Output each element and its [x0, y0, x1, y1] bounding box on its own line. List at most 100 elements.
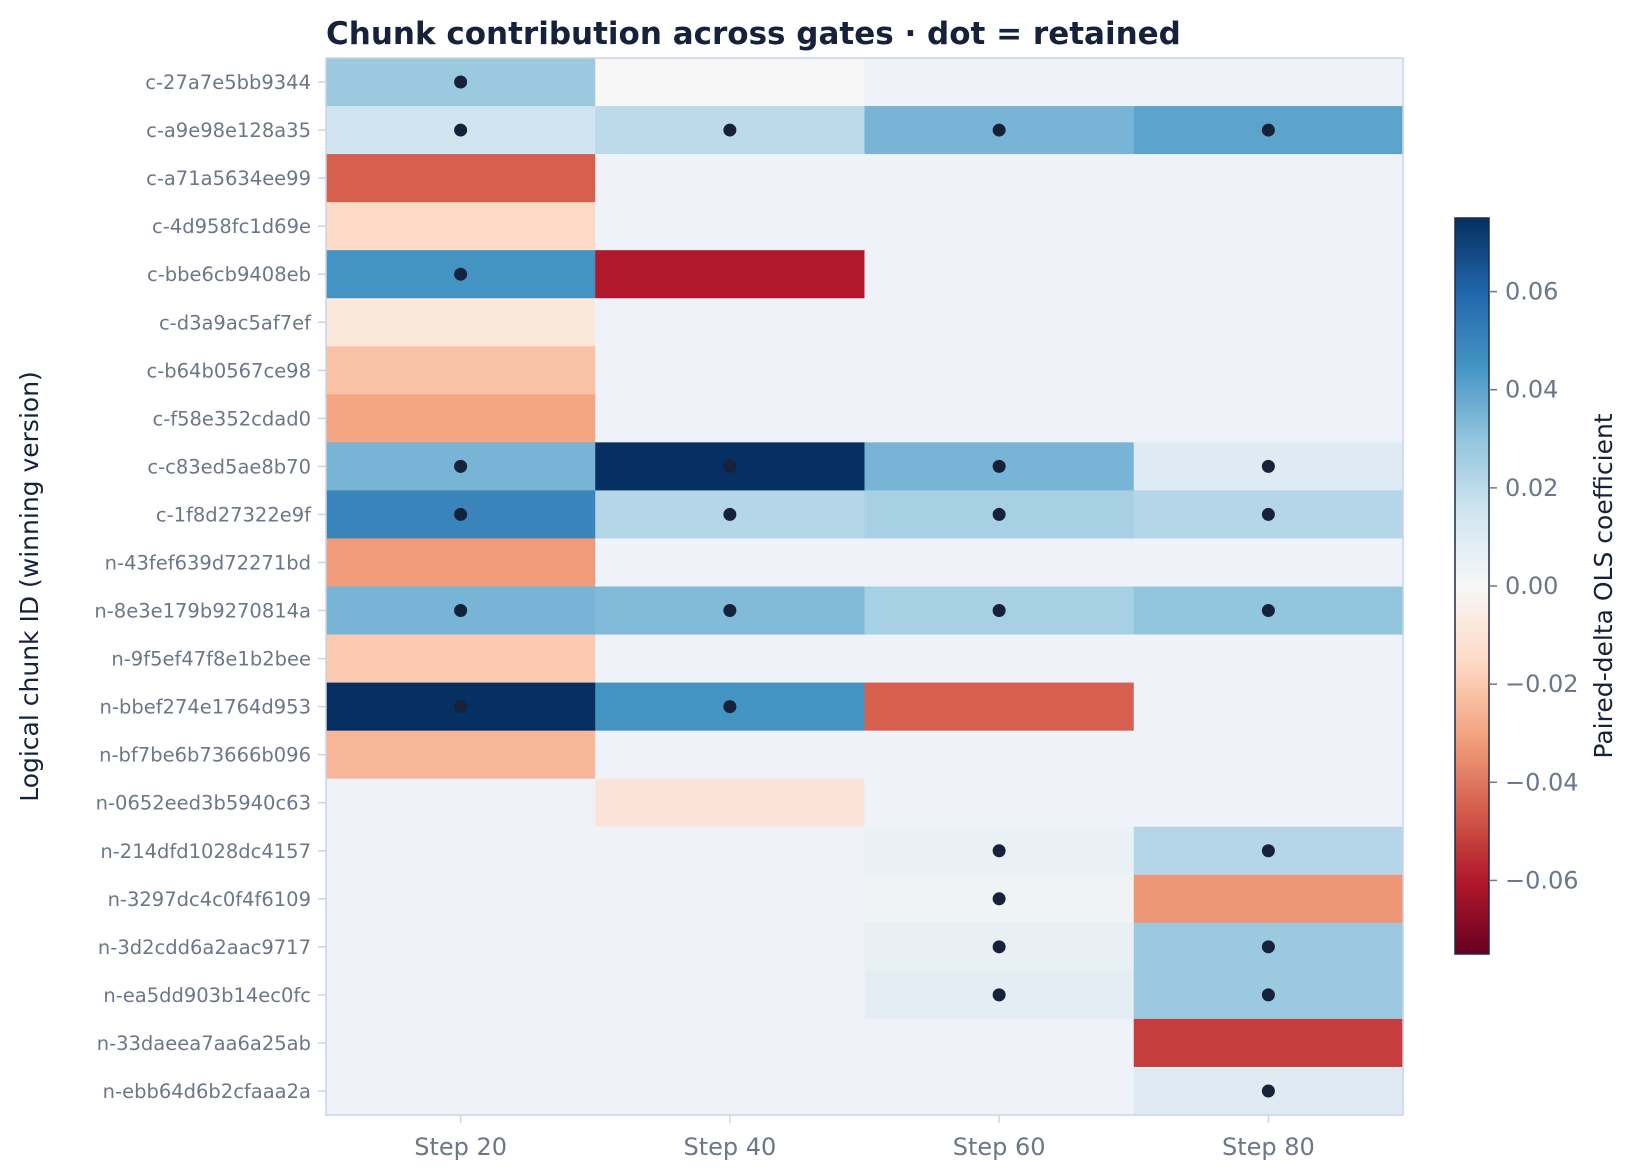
heatmap-cell: [326, 970, 596, 1020]
y-tick-label: c-4d958fc1d69e: [152, 215, 311, 238]
heatmap-cell: [595, 1018, 866, 1068]
y-tick-label: n-ebb64d6b2cfaaa2a: [103, 1080, 311, 1103]
heatmap-cell: [1133, 58, 1404, 107]
heatmap-cell: [326, 634, 596, 684]
retained-dot: [992, 604, 1006, 618]
heatmap-cell: [326, 1066, 596, 1116]
heatmap-cell: [864, 1018, 1135, 1068]
retained-dot: [992, 507, 1006, 521]
heatmap-cell: [595, 154, 866, 203]
y-tick-label: c-f58e352cdad0: [153, 407, 312, 430]
colorbar-tick-label: 0.02: [1505, 474, 1558, 502]
retained-dot: [992, 123, 1006, 137]
retained-dot: [1261, 940, 1275, 954]
heatmap-cell: [864, 202, 1135, 251]
retained-dot: [454, 267, 468, 281]
colorbar-tick-label: 0.04: [1505, 376, 1558, 404]
colorbar-tick-label: −0.04: [1505, 768, 1579, 796]
y-tick-label: n-3d2cdd6a2aac9717: [98, 936, 311, 959]
y-tick-label: c-1f8d27322e9f: [156, 503, 312, 526]
heatmap-cell: [864, 346, 1135, 395]
retained-dot: [454, 507, 468, 521]
y-tick-label: n-bbef274e1764d953: [100, 696, 311, 719]
retained-dot: [454, 459, 468, 473]
heatmap-cell: [1133, 874, 1404, 924]
heatmap-cell: [1133, 346, 1404, 395]
x-tick-label: Step 80: [1222, 1133, 1315, 1161]
retained-dot: [723, 507, 737, 521]
heatmap-cell: [595, 58, 866, 107]
colorbar-tick-label: 0.06: [1505, 278, 1558, 306]
y-tick-label: n-0652eed3b5940c63: [96, 792, 311, 815]
y-tick-label: c-d3a9ac5af7ef: [159, 311, 312, 334]
y-tick-label: c-b64b0567ce98: [147, 359, 311, 382]
heatmap-cell: [595, 346, 866, 395]
heatmap-cell: [864, 778, 1135, 828]
heatmap-cell: [326, 394, 596, 443]
y-tick-label: n-33daeea7aa6a25ab: [97, 1032, 311, 1055]
heatmap-cell: [864, 730, 1135, 780]
y-axis-ticks: c-27a7e5bb9344 c-a9e98e128a35 c-a71a5634ee…: [94, 71, 326, 1103]
x-tick-label: Step 20: [414, 1133, 507, 1161]
y-tick-label: c-27a7e5bb9344: [145, 71, 311, 94]
retained-dot: [723, 459, 737, 473]
retained-dot: [454, 604, 468, 618]
heatmap-cell: [595, 202, 866, 251]
heatmap-cell: [595, 778, 866, 828]
retained-dot: [992, 988, 1006, 1002]
retained-dot: [1261, 1084, 1275, 1098]
y-tick-label: c-a9e98e128a35: [146, 119, 311, 142]
retained-dot: [723, 604, 737, 618]
heatmap-cell: [864, 58, 1135, 107]
heatmap-cell: [326, 826, 596, 876]
retained-dot: [723, 123, 737, 137]
heatmap-cell: [864, 250, 1135, 299]
heatmap-cell: [326, 202, 596, 251]
heatmap-cell: [595, 394, 866, 443]
heatmap-cell: [864, 682, 1135, 732]
heatmap-cell: [1133, 634, 1404, 684]
colorbar-tick-label: 0.00: [1505, 572, 1558, 600]
y-tick-label: n-43fef639d72271bd: [105, 551, 311, 574]
retained-dot: [1261, 988, 1275, 1002]
heatmap-cell: [326, 154, 596, 203]
retained-dot: [454, 75, 468, 89]
y-axis-label: Logical chunk ID (winning version): [15, 371, 44, 802]
y-tick-label: c-a71a5634ee99: [146, 167, 311, 190]
heatmap-cell: [326, 730, 596, 780]
heatmap-cell: [595, 634, 866, 684]
retained-dot: [1261, 604, 1275, 618]
heatmap-cell: [595, 970, 866, 1020]
plot-frame: [325, 57, 1404, 1116]
heatmap-cell: [326, 1018, 596, 1068]
heatmap-cell: [864, 634, 1135, 684]
heatmap-cell: [595, 538, 866, 588]
heatmap-cell: [1133, 394, 1404, 443]
heatmap-cells: [326, 58, 1404, 1116]
retained-dot: [1261, 459, 1275, 473]
colorbar-label: Paired-delta OLS coefficient: [1589, 413, 1618, 758]
y-tick-label: n-bf7be6b73666b096: [99, 744, 311, 767]
heatmap-cell: [326, 538, 596, 588]
heatmap-cell: [1133, 778, 1404, 828]
retained-dot: [1261, 844, 1275, 858]
heatmap-cell: [1133, 154, 1404, 203]
heatmap-cell: [864, 1066, 1135, 1116]
y-tick-label: n-ea5dd903b14ec0fc: [103, 984, 311, 1007]
heatmap-cell: [864, 298, 1135, 347]
heatmap-cell: [326, 778, 596, 828]
heatmap-cell: [595, 298, 866, 347]
y-tick-label: c-c83ed5ae8b70: [147, 455, 311, 478]
x-tick-label: Step 40: [683, 1133, 776, 1161]
y-tick-label: n-8e3e179b9270814a: [94, 600, 311, 623]
colorbar-tick-label: −0.06: [1505, 866, 1579, 894]
retained-dot: [992, 892, 1006, 906]
heatmap-cell: [326, 346, 596, 395]
retained-dot: [454, 123, 468, 137]
heatmap-cell: [1133, 298, 1404, 347]
y-tick-label: n-3297dc4c0f4f6109: [108, 888, 311, 911]
chart-title: Chunk contribution across gates · dot = …: [326, 16, 1181, 52]
retained-dot: [723, 700, 737, 714]
retained-dots: [454, 75, 1275, 1098]
